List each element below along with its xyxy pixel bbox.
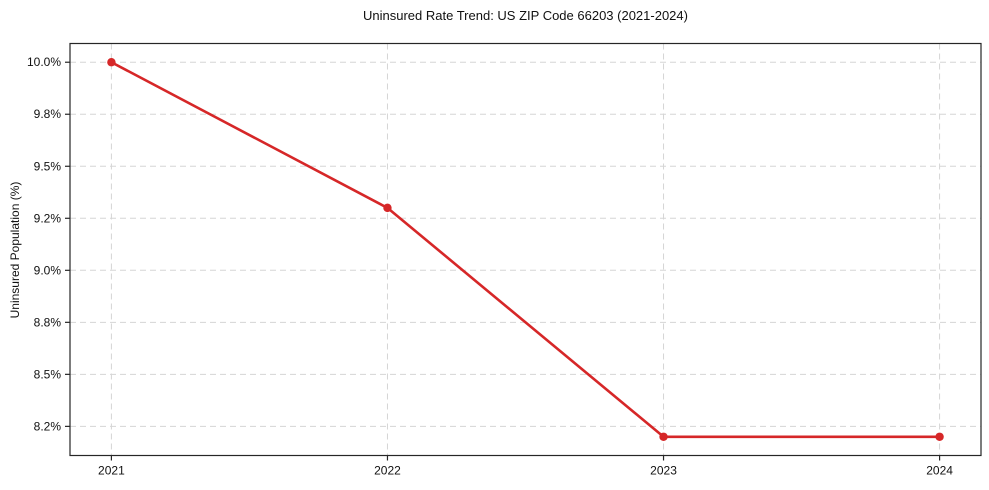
- x-tick-label: 2023: [650, 464, 677, 478]
- x-tick-label: 2024: [926, 464, 953, 478]
- y-tick-label: 8.5%: [34, 367, 62, 381]
- y-tick-label: 9.2%: [34, 211, 62, 225]
- y-tick-label: 9.8%: [34, 107, 62, 121]
- y-tick-label: 8.8%: [34, 315, 62, 329]
- y-tick-label: 9.0%: [34, 263, 62, 277]
- plot-border: [69, 42, 982, 457]
- trend-line: [110, 60, 941, 439]
- data-point: [659, 432, 668, 441]
- y-tick-label: 10.0%: [27, 55, 61, 69]
- x-tick-label: 2021: [98, 464, 125, 478]
- data-point: [107, 58, 116, 67]
- chart-title: Uninsured Rate Trend: US ZIP Code 66203 …: [363, 8, 688, 23]
- x-tick-label: 2022: [374, 464, 401, 478]
- y-tick-label: 8.2%: [34, 419, 62, 433]
- y-tick-label: 9.5%: [34, 159, 62, 173]
- data-point: [935, 432, 944, 441]
- data-point: [383, 203, 392, 213]
